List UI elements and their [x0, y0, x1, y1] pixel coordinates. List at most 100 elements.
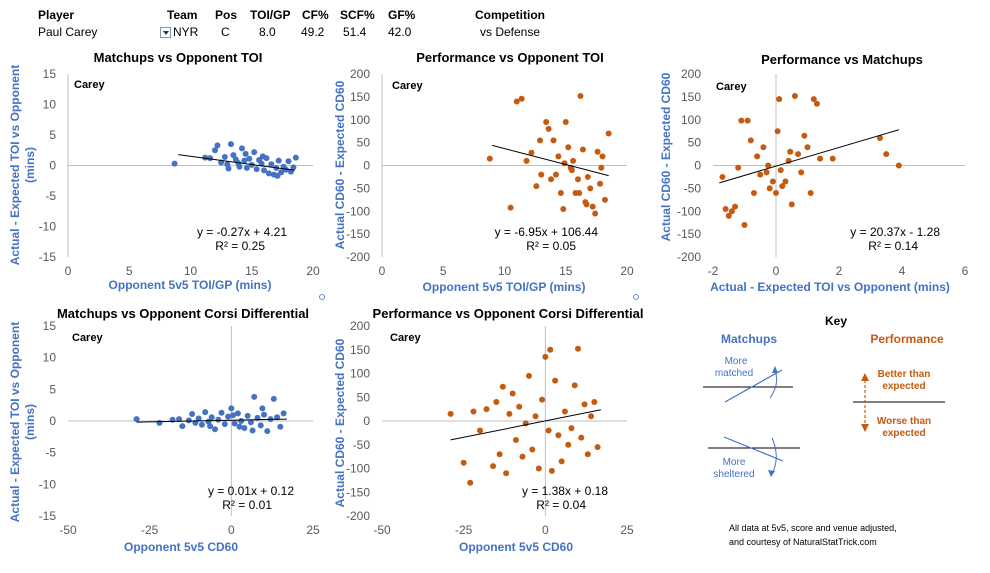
c2-data-point [597, 180, 604, 187]
c4-x-tick-label: -50 [59, 523, 77, 537]
c5-data-point [542, 353, 549, 360]
c1-data-point [238, 145, 245, 152]
c5-y-tick-label: 150 [350, 343, 370, 357]
key-worse-line2: expected [882, 428, 925, 439]
c5-data-point [460, 459, 467, 466]
c2-data-point [528, 149, 535, 156]
c5-trendline [450, 409, 601, 441]
c4-y-tick-label: 10 [43, 351, 57, 365]
c3-data-point [765, 162, 772, 169]
key-more-matched-line2: matched [715, 368, 753, 379]
c4-data-point [228, 405, 235, 412]
c5-y-tick-label: -150 [346, 485, 370, 499]
c1-y-tick-label: 10 [43, 98, 57, 112]
c3-data-point [744, 117, 751, 124]
c2-y-tick-label: 100 [350, 113, 370, 127]
c4-x-axis-label: Opponent 5v5 CD60 [124, 540, 238, 554]
c4-data-point [257, 422, 264, 429]
c1-y-tick-label: 5 [49, 128, 56, 142]
c3-data-point [876, 135, 883, 142]
c4-data-point [247, 419, 254, 426]
c5-data-point [568, 425, 575, 432]
c3-y-axis-label: Actual CD60 - Expected CD60 [659, 72, 673, 241]
c3-y-tick-label: 0 [694, 159, 701, 173]
c4-data-point [280, 410, 287, 417]
c3-y-tick-label: -200 [677, 250, 701, 264]
c3-data-point [804, 144, 811, 151]
c1-r-squared: R² = 0.25 [215, 239, 265, 253]
c1-data-point [225, 165, 232, 172]
c4-data-point [270, 395, 277, 402]
key-matched-trendline [724, 369, 783, 403]
chart-c5: -50 -25 0 25 -200 -150 -100 -50 0 50 100 150 200Perf… [333, 306, 643, 554]
c1-player-label: Carey [74, 79, 105, 91]
c3-data-point [782, 178, 789, 185]
c3-y-tick-label: -50 [684, 181, 702, 195]
c2-data-point [548, 176, 555, 183]
c1-data-point [274, 172, 281, 179]
header-label-player: Player [38, 8, 75, 22]
c5-x-tick-label: -50 [373, 523, 391, 537]
c2-data-point [570, 157, 577, 164]
c2-y-axis-label: Actual CD60 - Expected CD60 [333, 80, 347, 249]
c5-y-tick-label: -100 [346, 462, 370, 476]
c3-y-axis-label-line: Actual CD60 - Expected CD60 [659, 72, 673, 241]
c2-data-point [555, 153, 562, 160]
c5-data-point [532, 413, 539, 420]
key-performance-heading: Performance [870, 332, 944, 346]
c5-data-point [516, 403, 523, 410]
c2-data-point [589, 203, 596, 210]
c1-data-point [242, 150, 249, 157]
c4-data-point [274, 414, 281, 421]
key-matchups-heading: Matchups [721, 332, 777, 346]
c3-data-point [747, 137, 754, 144]
c5-data-point [483, 406, 490, 413]
c3-data-point [722, 205, 729, 212]
c2-data-point [562, 119, 569, 126]
c1-x-tick-label: 20 [306, 264, 320, 278]
key-more-matched-line1: More [725, 356, 748, 367]
c3-y-tick-label: 150 [681, 90, 701, 104]
c1-data-point [236, 163, 243, 170]
c3-trendline [719, 129, 899, 184]
c1-data-point [243, 164, 250, 171]
c2-x-tick-label: 15 [559, 264, 573, 278]
c3-data-point [788, 201, 795, 208]
c4-y-tick-label: -10 [39, 477, 57, 491]
c2-data-point [599, 153, 606, 160]
c2-data-point [543, 119, 550, 126]
c2-data-point [592, 210, 599, 217]
team-dropdown-button[interactable] [160, 27, 171, 38]
c5-data-point [490, 463, 497, 470]
c4-data-point [218, 409, 225, 416]
c2-x-tick-label: 5 [440, 264, 447, 278]
header-value-pos: C [221, 25, 230, 39]
c4-chart-title: Matchups vs Opponent Corsi Differential [57, 306, 309, 321]
c4-data-point [198, 421, 205, 428]
c5-data-point [512, 437, 519, 443]
key-worse-line1: Worse than [877, 416, 931, 427]
footer-line1: All data at 5v5, score and venue adjuste… [729, 523, 897, 533]
c4-x-tick-label: 25 [306, 523, 320, 537]
header-value-competition: vs Defense [480, 25, 541, 39]
key-sheltered-arrow [771, 437, 777, 473]
c3-x-axis-label: Actual - Expected TOI vs Opponent (mins) [710, 280, 950, 294]
c5-data-point [539, 396, 546, 403]
c4-data-point [277, 423, 284, 430]
c2-data-point [557, 189, 564, 196]
header-label-competition: Competition [475, 8, 545, 22]
c1-data-point [275, 157, 282, 164]
c3-y-tick-label: 200 [681, 67, 701, 81]
c2-y-tick-label: -200 [346, 250, 370, 264]
c1-y-tick-label: -5 [45, 189, 56, 203]
c4-data-point [238, 418, 245, 424]
c4-data-point [133, 416, 140, 423]
c4-data-point [231, 420, 238, 427]
c4-y-axis-label-line: (mins) [23, 404, 37, 440]
c1-x-tick-label: 5 [126, 264, 133, 278]
c3-player-label: Carey [716, 81, 747, 93]
c1-data-point [285, 158, 292, 165]
c1-data-point [212, 147, 218, 154]
c5-data-point [519, 453, 526, 460]
